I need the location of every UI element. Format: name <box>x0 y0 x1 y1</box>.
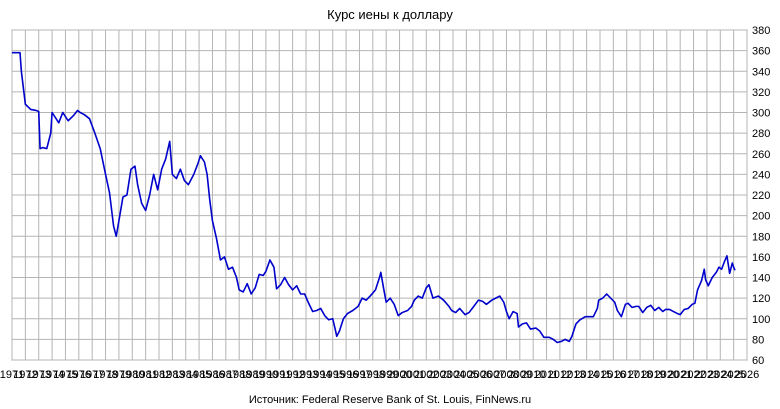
x-tick-label: 2019 <box>641 369 665 381</box>
x-tick-label: 1974 <box>40 369 64 381</box>
x-tick-label: 2009 <box>508 369 532 381</box>
x-tick-label: 1998 <box>361 369 385 381</box>
y-tick-label: 80 <box>752 334 764 346</box>
x-tick-label: 1973 <box>26 369 50 381</box>
x-tick-label: 2018 <box>628 369 652 381</box>
x-tick-label: 2012 <box>548 369 572 381</box>
x-tick-label: 2004 <box>441 369 465 381</box>
y-tick-label: 200 <box>752 211 770 223</box>
x-tick-label: 2005 <box>454 369 478 381</box>
x-tick-label: 1990 <box>254 369 278 381</box>
x-tick-label: 1986 <box>200 369 224 381</box>
x-tick-label: 1978 <box>93 369 117 381</box>
x-tick-label: 2021 <box>668 369 692 381</box>
source-note: Источник: Federal Reserve Bank of St. Lo… <box>249 394 531 406</box>
x-tick-label: 2006 <box>467 369 491 381</box>
x-tick-label: 2014 <box>574 369 598 381</box>
x-tick-label: 1983 <box>160 369 184 381</box>
chart-title: Курс иены к доллару <box>327 7 453 22</box>
x-tick-label: 1984 <box>173 369 197 381</box>
x-tick-label: 1997 <box>347 369 371 381</box>
x-tick-label: 1981 <box>133 369 157 381</box>
x-tick-label: 2023 <box>695 369 719 381</box>
x-tick-label: 2022 <box>681 369 705 381</box>
y-tick-label: 240 <box>752 169 770 181</box>
x-tick-label: 2000 <box>387 369 411 381</box>
y-tick-label: 300 <box>752 108 770 120</box>
x-tick-label: 2017 <box>614 369 638 381</box>
x-axis-tick-labels: 1971197219731974197519761977197819791980… <box>0 369 759 381</box>
x-tick-label: 2024 <box>708 369 732 381</box>
x-tick-label: 2026 <box>735 369 759 381</box>
x-tick-label: 1985 <box>187 369 211 381</box>
x-tick-label: 2015 <box>588 369 612 381</box>
y-tick-label: 160 <box>752 252 770 264</box>
x-tick-label: 1994 <box>307 369 331 381</box>
y-tick-label: 220 <box>752 190 770 202</box>
x-tick-label: 1972 <box>13 369 37 381</box>
x-tick-label: 1976 <box>67 369 91 381</box>
x-tick-label: 2007 <box>481 369 505 381</box>
x-tick-label: 2001 <box>401 369 425 381</box>
x-tick-label: 2003 <box>427 369 451 381</box>
y-tick-label: 380 <box>752 25 770 37</box>
x-tick-label: 1987 <box>214 369 238 381</box>
x-tick-label: 2010 <box>521 369 545 381</box>
x-tick-label: 2002 <box>414 369 438 381</box>
y-tick-label: 280 <box>752 128 770 140</box>
yen-rate-line <box>12 51 736 344</box>
x-tick-label: 1980 <box>120 369 144 381</box>
x-tick-label: 1999 <box>374 369 398 381</box>
x-tick-label: 2013 <box>561 369 585 381</box>
x-tick-label: 2025 <box>721 369 745 381</box>
y-axis-tick-labels: 60 80 100 120 140 160 180 200 220 240 260 280 300 320… <box>752 25 770 367</box>
x-tick-label: 2016 <box>601 369 625 381</box>
x-tick-label: 1992 <box>280 369 304 381</box>
x-tick-label: 1991 <box>267 369 291 381</box>
y-tick-label: 180 <box>752 231 770 243</box>
y-tick-label: 360 <box>752 46 770 58</box>
y-tick-label: 340 <box>752 66 770 78</box>
y-tick-label: 100 <box>752 314 770 326</box>
x-tick-label: 2008 <box>494 369 518 381</box>
y-tick-label: 120 <box>752 293 770 305</box>
x-tick-label: 2020 <box>655 369 679 381</box>
x-tick-label: 1993 <box>294 369 318 381</box>
x-tick-label: 1989 <box>240 369 264 381</box>
grid-lines <box>11 29 748 361</box>
y-tick-label: 260 <box>752 149 770 161</box>
x-tick-label: 1975 <box>53 369 77 381</box>
x-tick-label: 1988 <box>227 369 251 381</box>
y-tick-label: 60 <box>752 355 764 367</box>
x-tick-label: 2011 <box>535 369 559 381</box>
x-tick-label: 1979 <box>107 369 131 381</box>
y-tick-label: 320 <box>752 87 770 99</box>
x-tick-label: 1995 <box>320 369 344 381</box>
y-tick-label: 140 <box>752 273 770 285</box>
x-tick-label: 1982 <box>147 369 171 381</box>
x-tick-label: 1996 <box>334 369 358 381</box>
x-tick-label: 1977 <box>80 369 104 381</box>
x-tick-label: 1971 <box>0 369 24 381</box>
